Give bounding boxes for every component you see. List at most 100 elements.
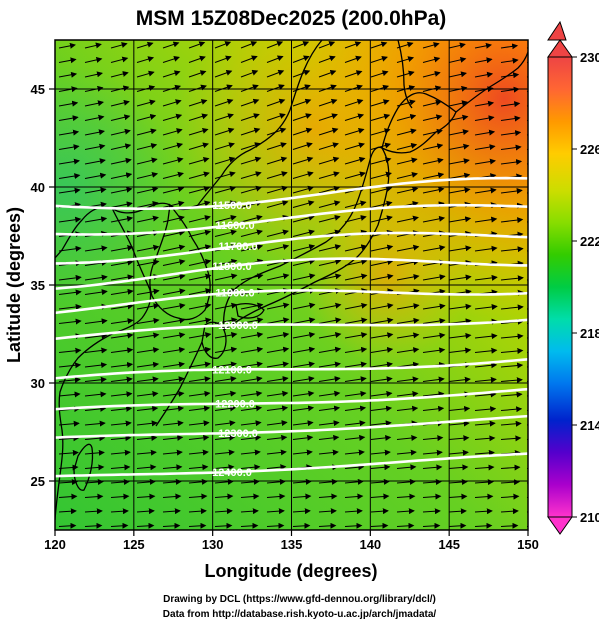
wind-vector <box>448 216 472 223</box>
wind-vector <box>370 522 389 529</box>
wind-vector <box>370 157 392 165</box>
wind-vector <box>136 171 159 179</box>
wind-vector <box>500 144 522 151</box>
wind-vector <box>422 405 445 412</box>
wind-vector <box>214 522 233 529</box>
wind-vector <box>162 493 182 500</box>
wind-vector <box>136 317 160 324</box>
wind-vector <box>110 449 131 456</box>
wind-vector <box>84 318 108 325</box>
wind-vector <box>58 115 79 122</box>
wind-vector <box>526 525 528 527</box>
wind-vector <box>344 215 367 223</box>
wind-vector <box>162 405 185 412</box>
wind-vector <box>344 434 366 441</box>
wind-vector <box>370 332 394 339</box>
wind-vector <box>84 435 106 442</box>
wind-vector <box>370 478 390 485</box>
wind-vector <box>526 192 528 194</box>
wind-vector <box>396 56 415 63</box>
wind-vector <box>448 187 471 194</box>
wind-vector <box>58 376 81 383</box>
wind-vector <box>292 200 315 208</box>
wind-vector <box>344 464 365 471</box>
wind-vector <box>500 217 524 224</box>
wind-vector <box>526 206 528 208</box>
wind-vector <box>422 347 446 354</box>
wind-vector <box>370 244 394 252</box>
wind-vector <box>422 85 442 92</box>
wind-vector <box>422 42 440 49</box>
coastline-kurils <box>455 51 528 113</box>
wind-vector <box>396 391 419 398</box>
wind-vector <box>188 171 210 179</box>
wind-vector <box>448 172 471 179</box>
wind-vector <box>318 508 337 515</box>
wind-vector <box>110 259 134 266</box>
wind-vector <box>240 185 263 194</box>
colorbar-tick-label: 222 <box>580 234 599 249</box>
wind-vector <box>318 142 339 150</box>
wind-vector <box>370 361 393 368</box>
wind-vector <box>448 464 469 471</box>
wind-vector <box>188 449 209 456</box>
wind-vector <box>448 129 469 136</box>
wind-vector <box>162 420 184 427</box>
contour-label: 11900.0 <box>215 288 254 300</box>
wind-vector <box>240 113 260 121</box>
wind-vector <box>318 244 342 252</box>
wind-vector <box>318 405 341 412</box>
wind-vector <box>266 171 288 179</box>
wind-vector <box>84 56 103 63</box>
wind-vector <box>136 113 157 121</box>
wind-vector <box>396 317 420 324</box>
wind-vector <box>474 115 495 122</box>
wind-vector <box>162 142 184 150</box>
wind-vector <box>370 113 391 121</box>
wind-vector <box>188 346 212 353</box>
wind-vector <box>58 245 82 252</box>
wind-vector <box>162 508 181 515</box>
contour-label: 12100.0 <box>212 364 252 376</box>
wind-vector <box>188 420 210 427</box>
y-tick-label: 45 <box>31 82 45 97</box>
wind-vector <box>266 522 285 529</box>
wind-vector <box>500 391 523 398</box>
wind-vector <box>136 361 160 368</box>
colorbar: 230 226 222 218 214 210 <box>547 20 599 535</box>
wind-vector <box>474 57 493 64</box>
wind-vector <box>214 508 233 515</box>
wind-vector <box>214 273 238 281</box>
wind-vector <box>422 508 441 515</box>
wind-vector <box>370 493 390 500</box>
contour-label: 11800.0 <box>212 261 251 273</box>
wind-vector <box>292 273 316 281</box>
height-contour-line <box>55 203 528 236</box>
wind-vector <box>396 113 417 121</box>
wind-vector <box>266 55 284 63</box>
wind-vector <box>318 478 338 485</box>
wind-vector <box>58 420 80 427</box>
wind-vector <box>526 395 528 397</box>
wind-vector <box>344 405 367 412</box>
wind-vector <box>188 142 209 150</box>
wind-vector <box>526 279 528 281</box>
wind-vector <box>240 361 263 368</box>
wind-vector <box>240 508 259 515</box>
wind-vector <box>292 346 316 353</box>
wind-vector <box>136 41 154 49</box>
wind-vector <box>474 86 494 93</box>
wind-vector <box>344 508 363 515</box>
wind-vector <box>214 420 236 427</box>
wind-vector <box>214 171 236 179</box>
wind-vector <box>188 508 207 515</box>
colorbar-tick-label: 214 <box>580 418 599 433</box>
wind-vector <box>266 69 285 78</box>
wind-vector <box>344 171 366 179</box>
wind-vector <box>266 113 286 121</box>
wind-vector <box>58 347 82 354</box>
wind-vector <box>474 274 498 281</box>
wind-vector <box>500 130 522 137</box>
wind-vector <box>396 186 419 194</box>
wind-vector <box>110 143 132 150</box>
